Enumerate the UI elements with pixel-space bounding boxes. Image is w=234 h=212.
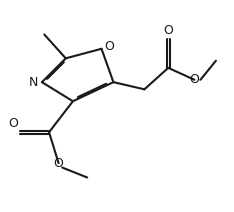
Text: O: O: [104, 40, 114, 53]
Text: N: N: [29, 76, 38, 89]
Text: O: O: [8, 117, 18, 130]
Text: O: O: [54, 157, 64, 170]
Text: O: O: [163, 24, 173, 37]
Text: O: O: [190, 73, 199, 86]
